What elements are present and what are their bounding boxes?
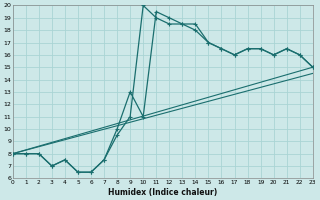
X-axis label: Humidex (Indice chaleur): Humidex (Indice chaleur) — [108, 188, 217, 197]
